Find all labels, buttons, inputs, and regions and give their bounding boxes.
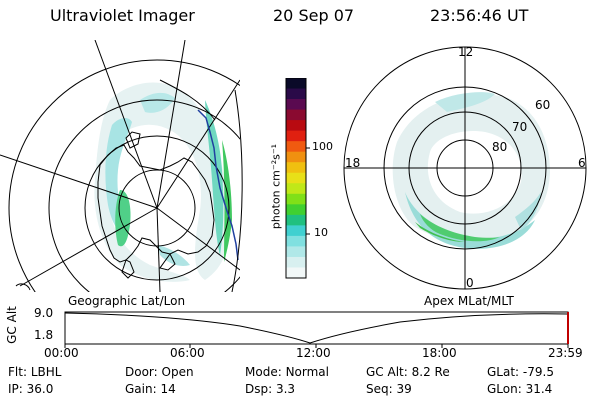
colorbar-tick-10: 10 (314, 226, 328, 239)
magnetic-map (343, 46, 587, 290)
timeline-ytick-high: 9.0 (34, 306, 54, 320)
timeline-xtick-1800: 18:00 (422, 346, 457, 360)
colorbar-band (286, 109, 306, 121)
info-gc-alt: GC Alt: 8.2 Re (366, 365, 450, 379)
timeline-xtick-0000: 00:00 (44, 346, 79, 360)
colorbar-band (286, 78, 306, 90)
timeline-xtick-2359: 23:59 (548, 346, 583, 360)
mlt-label-18: 18 (345, 156, 361, 170)
colorbar-tick-100: 100 (312, 140, 333, 153)
colorbar-band (286, 246, 306, 258)
colorbar-band (286, 225, 306, 237)
geographic-label: Geographic Lat/Lon (68, 294, 186, 308)
instrument-title: Ultraviolet Imager (50, 6, 195, 25)
colorbar-band (286, 151, 306, 163)
mlt-label-0: 0 (466, 276, 474, 290)
colorbar-band (286, 256, 306, 268)
timeline-ytick-low: 1.8 (34, 328, 54, 342)
magnetic-label: Apex MLat/MLT (424, 294, 514, 308)
info-seq: Seq: 39 (366, 382, 412, 396)
colorbar-band (286, 162, 306, 174)
mlat-label-80: 80 (492, 140, 508, 154)
altitude-timeline (64, 311, 569, 348)
colorbar-band (286, 183, 306, 195)
coastline (97, 144, 215, 263)
colorbar-band (286, 88, 306, 100)
date-label: 20 Sep 07 (273, 6, 355, 25)
info-ip: IP: 36.0 (8, 382, 54, 396)
colorbar-band (286, 172, 306, 184)
colorbar-band (286, 267, 306, 279)
timeline-xtick-0600: 06:00 (170, 346, 205, 360)
colorbar-band (286, 193, 306, 205)
mlt-label-12: 12 (458, 45, 474, 59)
colorbar-unit-label: photon cm⁻²s⁻¹ (269, 143, 283, 230)
colorbar-band (286, 235, 306, 247)
colorbar-band (286, 99, 306, 111)
colorbar-band (286, 204, 306, 216)
info-gain: Gain: 14 (125, 382, 176, 396)
info-glon: GLon: 31.4 (487, 382, 553, 396)
colorbar-band (286, 214, 306, 226)
colorbar (285, 78, 310, 279)
mlt-label-6: 6 (578, 156, 586, 170)
info-filter: Flt: LBHL (8, 365, 62, 379)
time-label: 23:56:46 UT (430, 6, 529, 25)
mlat-label-70: 70 (512, 120, 528, 134)
info-glat: GLat: -79.5 (487, 365, 554, 379)
colorbar-band (286, 141, 306, 153)
timeline-xtick-1200: 12:00 (296, 346, 331, 360)
info-door: Door: Open (125, 365, 194, 379)
geographic-grid (0, 40, 240, 292)
geographic-map (0, 40, 243, 292)
aurora-emission-left (94, 82, 232, 282)
info-mode: Mode: Normal (245, 365, 329, 379)
timeline-ylabel: GC Alt (5, 306, 19, 344)
colorbar-band (286, 120, 306, 132)
info-dsp: Dsp: 3.3 (245, 382, 296, 396)
mlat-label-60: 60 (535, 98, 551, 112)
aurora-emission-right (392, 92, 550, 249)
colorbar-band (286, 130, 306, 142)
